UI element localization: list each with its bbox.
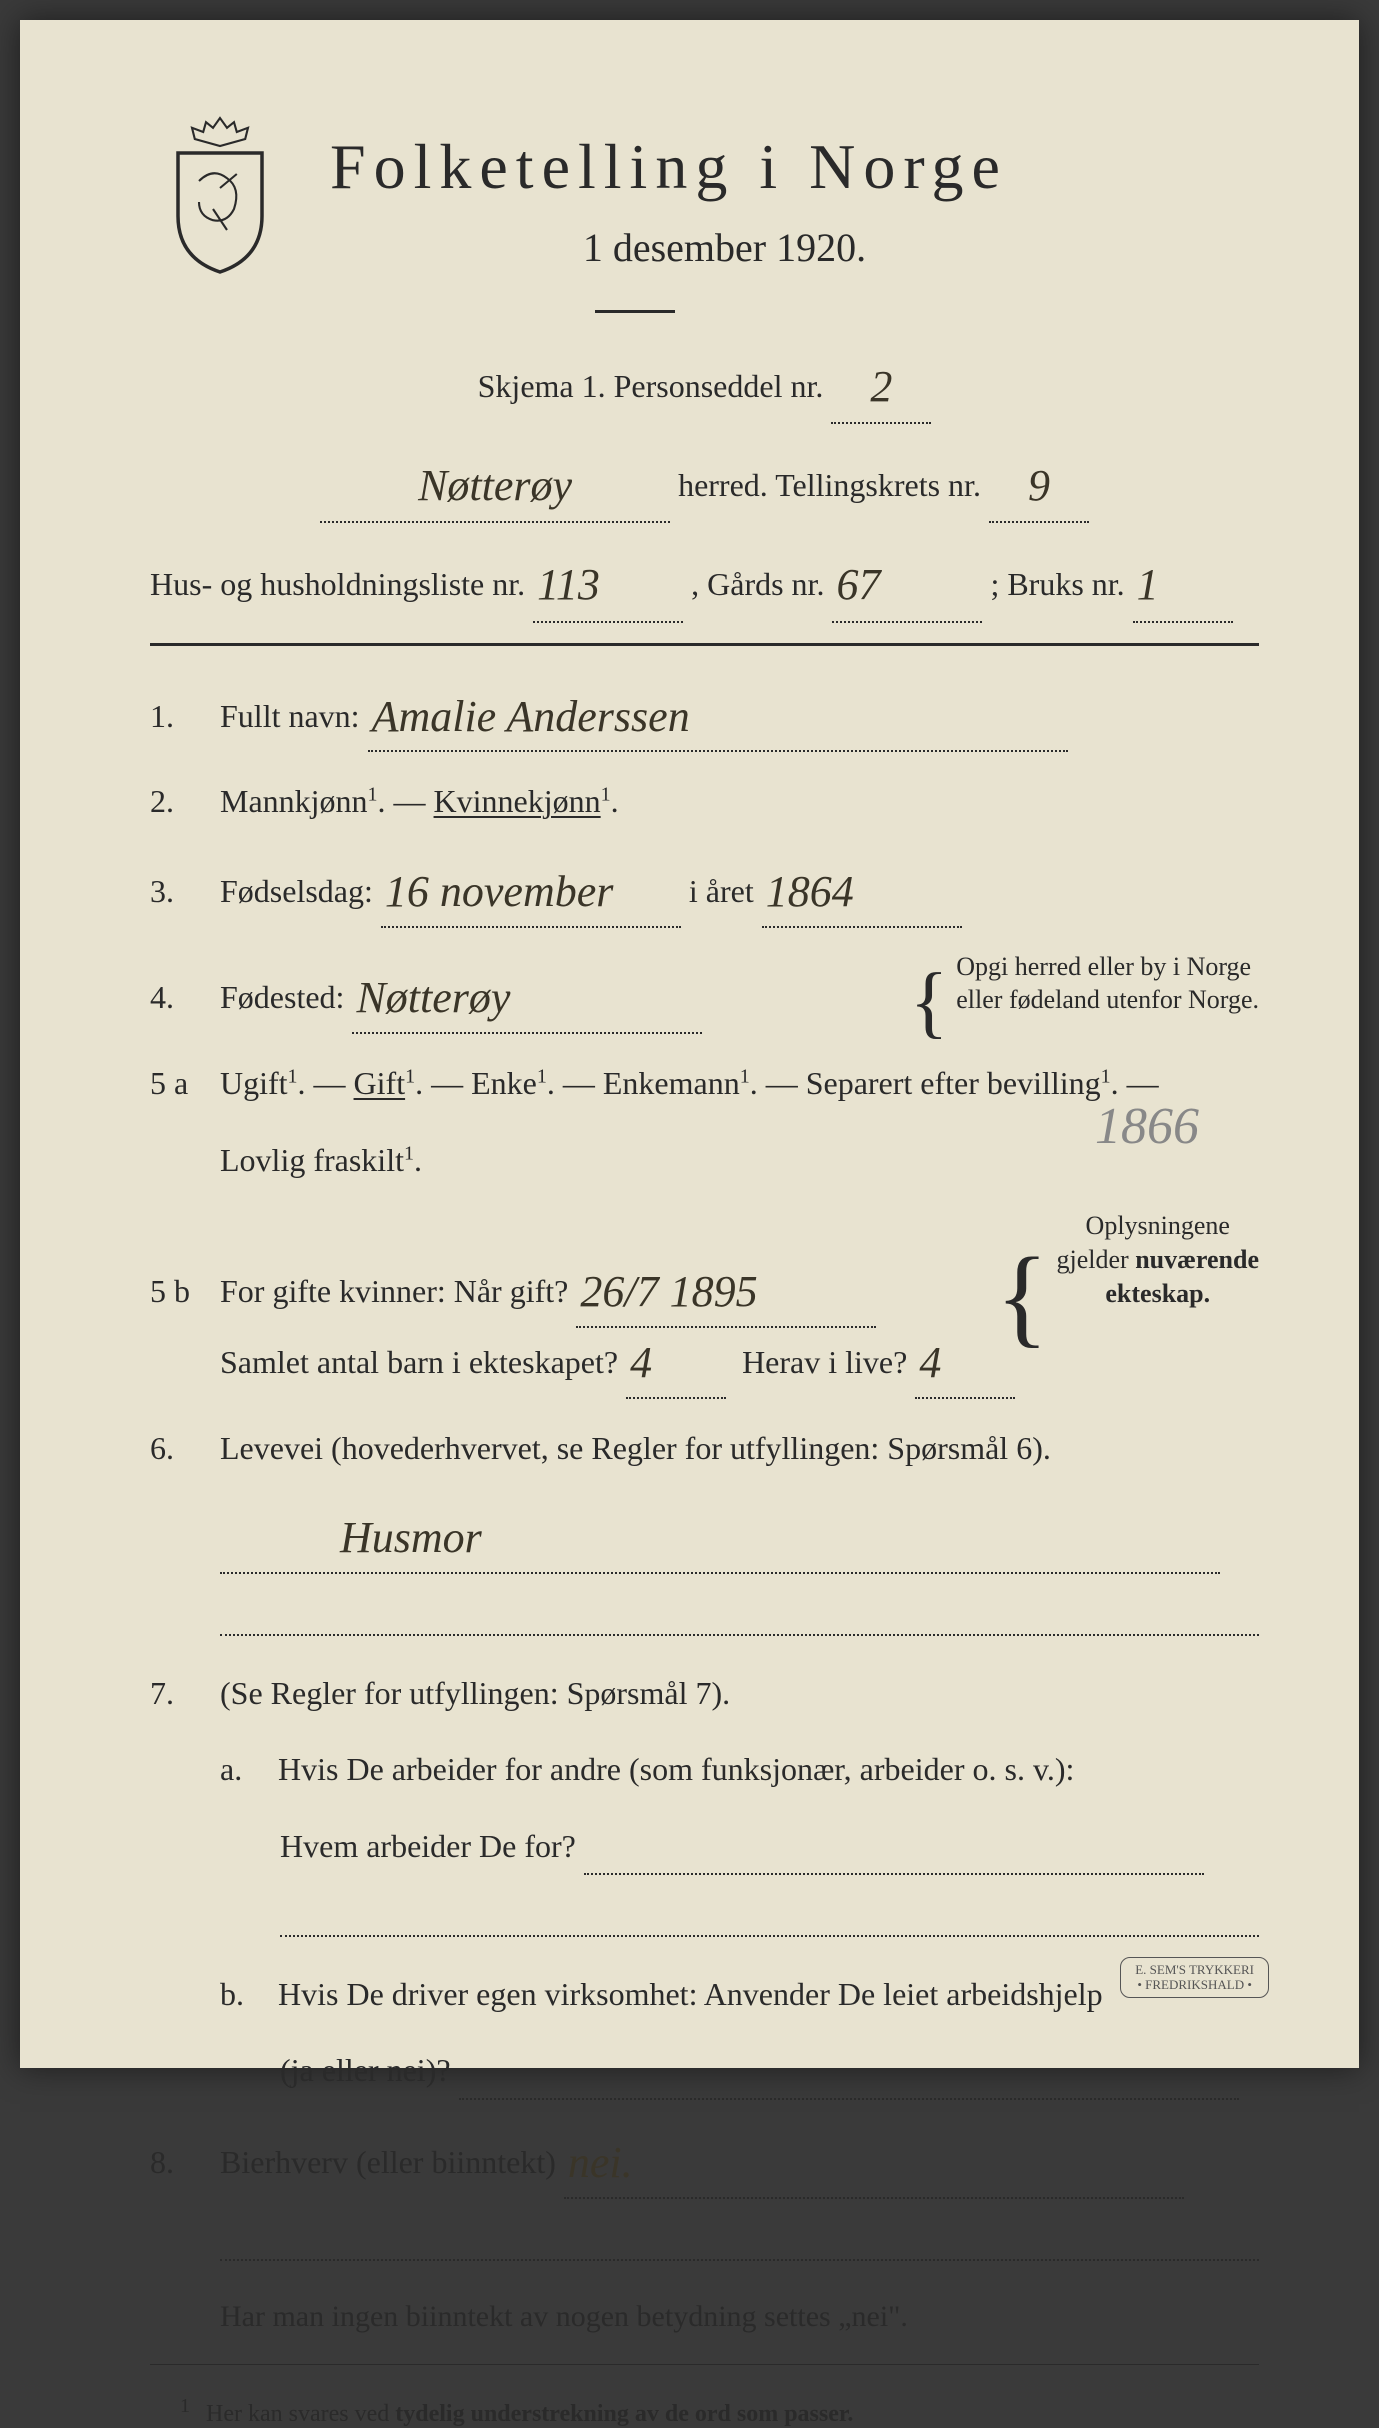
q5a-opt3: Enkemann <box>603 1065 740 1101</box>
faint-annotation: 1866 <box>1095 1083 1199 1171</box>
q5a-row: 5 a Ugift1. — Gift1. — Enke1. — Enkemann… <box>150 1056 1259 1110</box>
footnote-divider <box>150 2364 1259 2365</box>
q5a-num: 5 a <box>150 1056 220 1110</box>
census-form-page: Folketelling i Norge 1 desember 1920. Sk… <box>20 20 1359 2068</box>
q6-value-line: Husmor <box>150 1497 1259 1574</box>
herred-line: Nøtterøy herred. Tellingskrets nr. 9 <box>150 442 1259 523</box>
q7b-text1: Hvis De driver egen virksomhet: Anvender… <box>278 1976 1103 2012</box>
q7-label: (Se Regler for utfyllingen: Spørsmål 7). <box>220 1666 1259 1720</box>
q2-num: 2. <box>150 774 220 828</box>
q3-row: 3. Fødselsdag: 16 november i året 1864 <box>150 851 1259 928</box>
q8-label: Bierhverv (eller biinntekt) <box>220 2144 556 2180</box>
q3-day: 16 november <box>385 867 614 916</box>
q7a-blank <box>280 1897 1259 1937</box>
q5b-label-c: Herav i live? <box>742 1344 907 1380</box>
gards-nr: 67 <box>836 560 880 609</box>
husliste-line: Hus- og husholdningsliste nr. 113 , Gård… <box>150 541 1259 622</box>
q7b-row2: (ja eller nei)? <box>150 2043 1259 2099</box>
q2-mann: Mannkjønn <box>220 783 368 819</box>
q2-row: 2. Mannkjønn1. — Kvinnekjønn1. <box>150 774 1259 828</box>
q7a-row: a. Hvis De arbeider for andre (som funks… <box>150 1742 1259 1796</box>
q5a-opt2: Enke <box>471 1065 537 1101</box>
main-divider <box>150 643 1259 646</box>
brace-icon: { <box>910 970 948 1034</box>
subtitle: 1 desember 1920. <box>190 224 1259 271</box>
q3-mid: i året <box>689 873 754 909</box>
q1-label: Fullt navn: <box>220 698 360 734</box>
q8-row: 8. Bierhverv (eller biinntekt) nei. <box>150 2122 1259 2199</box>
printer-stamp: E. SEM'S TRYKKERI • FREDRIKSHALD • <box>1120 1957 1269 1998</box>
main-title: Folketelling i Norge <box>330 130 1259 204</box>
tellingskrets-nr: 9 <box>1028 461 1050 510</box>
q5a-opt1: Gift <box>354 1065 406 1101</box>
skjema-line: Skjema 1. Personseddel nr. 2 <box>150 343 1259 424</box>
q7a-text2: Hvem arbeider De for? <box>280 1828 576 1864</box>
q7a-text1: Hvis De arbeider for andre (som funksjon… <box>278 1751 1074 1787</box>
header: Folketelling i Norge 1 desember 1920. <box>150 110 1259 280</box>
title-block: Folketelling i Norge 1 desember 1920. <box>330 110 1259 271</box>
q3-label: Fødselsdag: <box>220 873 373 909</box>
bruks-nr: 1 <box>1137 560 1159 609</box>
q4-value: Nøtterøy <box>356 973 510 1022</box>
q1-value: Amalie Anderssen <box>372 692 690 741</box>
q7b-text2: (ja eller nei)? <box>280 2052 451 2088</box>
q5b-barn: 4 <box>630 1338 652 1387</box>
q4-row: 4. Fødested: Nøtterøy { Opgi herred elle… <box>150 950 1259 1035</box>
q7b-row: b. Hvis De driver egen virksomhet: Anven… <box>150 1967 1259 2021</box>
footnote: 1 Her kan svares ved tydelig understrekn… <box>150 2395 1259 2428</box>
q8-num: 8. <box>150 2135 220 2189</box>
husliste-nr: 113 <box>537 560 600 609</box>
q7-row: 7. (Se Regler for utfyllingen: Spørsmål … <box>150 1666 1259 1720</box>
q6-label: Levevei (hovederhvervet, se Regler for u… <box>220 1421 1259 1475</box>
q7b-label: b. <box>220 1967 270 2021</box>
q4-label: Fødested: <box>220 979 344 1015</box>
personseddel-nr: 2 <box>870 362 892 411</box>
q5b-live: 4 <box>919 1338 941 1387</box>
bruks-label: ; Bruks nr. <box>990 566 1124 602</box>
q5b-note: { Oplysningene gjelder nuværende ekteska… <box>996 1209 1259 1340</box>
bottom-note: Har man ingen biinntekt av nogen betydni… <box>150 2291 1259 2342</box>
q1-num: 1. <box>150 689 220 743</box>
q1-row: 1. Fullt navn: Amalie Anderssen <box>150 676 1259 753</box>
q5b-gift: 26/7 1895 <box>580 1267 757 1316</box>
q7-num: 7. <box>150 1666 220 1720</box>
q5a-opt5: Lovlig fraskilt <box>220 1142 404 1178</box>
footnote-marker: 1 <box>180 2395 190 2417</box>
herred-value: Nøtterøy <box>418 461 572 510</box>
q8-blank <box>220 2221 1259 2261</box>
q7a-row2: Hvem arbeider De for? <box>150 1819 1259 1875</box>
q5b-label-a: For gifte kvinner: Når gift? <box>220 1273 568 1309</box>
q3-year: 1864 <box>766 867 854 916</box>
q6-blank-line <box>220 1596 1259 1636</box>
husliste-label: Hus- og husholdningsliste nr. <box>150 566 525 602</box>
q5b-num: 5 b <box>150 1264 220 1318</box>
q5a-row2: Lovlig fraskilt1. 1866 <box>150 1133 1259 1187</box>
q4-num: 4. <box>150 970 220 1024</box>
q5b-label-b: Samlet antal barn i ekteskapet? <box>220 1344 618 1380</box>
gards-label: , Gårds nr. <box>691 566 824 602</box>
q7a-label: a. <box>220 1742 270 1796</box>
q4-note: { Opgi herred eller by i Norge eller fød… <box>910 950 1259 1035</box>
q6-row: 6. Levevei (hovederhvervet, se Regler fo… <box>150 1421 1259 1475</box>
q5a-opt0: Ugift <box>220 1065 288 1101</box>
q6-num: 6. <box>150 1421 220 1475</box>
q8-value: nei. <box>568 2138 633 2187</box>
q6-value: Husmor <box>340 1513 482 1562</box>
skjema-label: Skjema 1. Personseddel nr. <box>478 368 824 404</box>
q3-num: 3. <box>150 864 220 918</box>
q2-kvinne: Kvinnekjønn <box>434 783 601 819</box>
q5b-row1: 5 b For gifte kvinner: Når gift? 26/7 18… <box>150 1209 1259 1340</box>
title-divider <box>595 310 675 313</box>
herred-label: herred. Tellingskrets nr. <box>678 467 981 503</box>
q5a-opt4: Separert efter bevilling <box>806 1065 1101 1101</box>
